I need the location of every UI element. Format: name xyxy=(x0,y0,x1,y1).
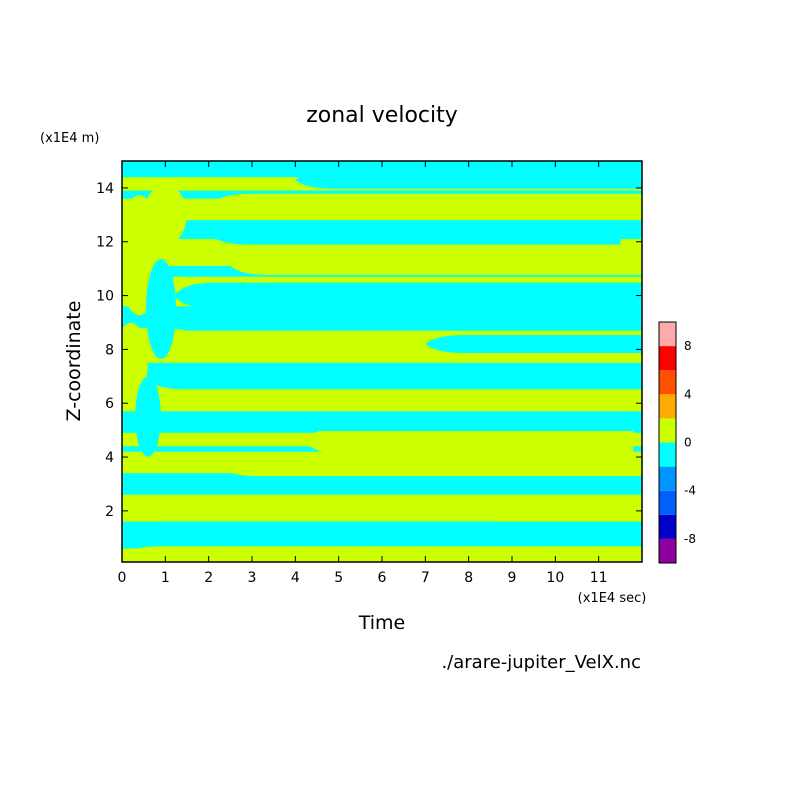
velocity-band-12 xyxy=(230,256,642,275)
colorbar-swatch-0 xyxy=(659,538,676,563)
colorbar: 8 4 0 -4 -8 xyxy=(658,321,696,564)
y-axis-ticks: 2 4 6 8 10 12 14 xyxy=(96,181,642,520)
colorbar-swatch-9 xyxy=(659,322,676,347)
y-axis-unit: (x1E4 m) xyxy=(40,131,99,146)
x-tick-label-1: 1 xyxy=(161,570,170,586)
x-axis-title: Time xyxy=(358,612,406,634)
x-tick-label-0: 0 xyxy=(118,570,127,586)
y-tick-label-3: 8 xyxy=(105,342,114,358)
y-tick-label-6: 14 xyxy=(96,181,114,197)
x-tick-label-4: 4 xyxy=(291,570,300,586)
velocity-band-15 xyxy=(295,170,642,189)
colorbar-label-1: 4 xyxy=(684,387,692,401)
colorbar-swatch-6 xyxy=(659,394,676,419)
colorbar-swatch-7 xyxy=(659,370,676,395)
colorbar-label-0: 8 xyxy=(684,339,692,353)
y-tick-label-0: 2 xyxy=(105,504,114,520)
y-tick-label-2: 6 xyxy=(105,396,114,412)
velocity-band-3 xyxy=(148,474,642,493)
colorbar-swatch-8 xyxy=(659,346,676,371)
velocity-band-8 xyxy=(143,363,642,390)
velocity-band-13 xyxy=(208,222,621,245)
y-tick-label-5: 12 xyxy=(96,235,114,251)
y-axis-title: Z-coordinate xyxy=(63,301,85,422)
y-tick-label-1: 4 xyxy=(105,450,114,466)
colorbar-swatch-4 xyxy=(659,442,676,467)
x-axis-unit: (x1E4 sec) xyxy=(578,591,647,606)
velocity-band-10 xyxy=(156,308,642,331)
x-tick-label-5: 5 xyxy=(334,570,343,586)
x-axis-ticks: 0 1 2 3 4 5 6 7 8 9 10 11 xyxy=(118,161,608,586)
x-tick-label-7: 7 xyxy=(421,570,430,586)
velocity-band-6 xyxy=(182,413,642,432)
velocity-band-5 xyxy=(304,427,634,454)
x-tick-label-8: 8 xyxy=(464,570,473,586)
colorbar-swatch-2 xyxy=(659,490,676,515)
colorbar-swatch-1 xyxy=(659,514,676,539)
colorbar-frame xyxy=(658,321,677,564)
velocity-band-2 xyxy=(200,495,642,522)
chart-title: zonal velocity xyxy=(306,103,458,128)
velocity-band-9 xyxy=(425,335,642,354)
turbulent-patch-4 xyxy=(143,184,187,245)
x-tick-label-6: 6 xyxy=(378,570,387,586)
x-tick-label-2: 2 xyxy=(204,570,213,586)
x-tick-label-10: 10 xyxy=(546,570,564,586)
colorbar-swatch-3 xyxy=(659,466,676,491)
colorbar-label-3: -4 xyxy=(684,484,696,498)
source-filename: ./arare-jupiter_VelX.nc xyxy=(441,652,641,673)
velocity-band-14 xyxy=(208,193,642,220)
plot-area xyxy=(121,160,643,563)
velocity-band-4 xyxy=(217,454,642,477)
turbulent-patch-1 xyxy=(145,259,177,360)
x-tick-label-11: 11 xyxy=(590,570,608,586)
velocity-bands xyxy=(122,170,642,562)
turbulent-patch-3 xyxy=(135,376,161,457)
x-tick-label-3: 3 xyxy=(248,570,257,586)
y-tick-label-4: 10 xyxy=(96,289,114,305)
velocity-band-1 xyxy=(130,521,495,544)
velocity-band-7 xyxy=(234,384,642,407)
colorbar-label-4: -8 xyxy=(684,532,696,546)
x-tick-label-9: 9 xyxy=(508,570,517,586)
colorbar-label-2: 0 xyxy=(684,436,692,450)
colorbar-swatch-5 xyxy=(659,418,676,443)
velocity-band-11 xyxy=(174,282,642,309)
